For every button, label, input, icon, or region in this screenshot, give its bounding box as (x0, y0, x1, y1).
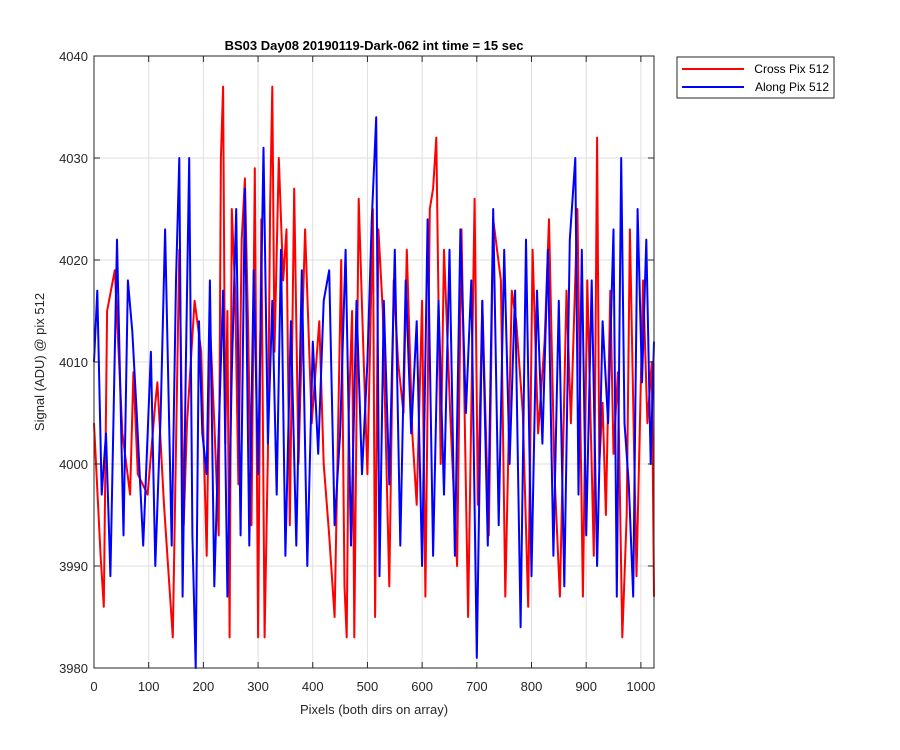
y-tick-label: 4030 (59, 151, 88, 166)
x-tick-label: 400 (302, 679, 324, 694)
x-tick-label: 1000 (626, 679, 655, 694)
y-tick-label: 4000 (59, 457, 88, 472)
y-tick-label: 3980 (59, 661, 88, 676)
x-tick-label: 0 (90, 679, 97, 694)
x-tick-label: 800 (521, 679, 543, 694)
series-line-along-pix-512 (93, 116, 655, 669)
y-tick-label: 4020 (59, 253, 88, 268)
legend-box (676, 56, 835, 99)
x-tick-label: 200 (193, 679, 215, 694)
x-tick-label: 600 (411, 679, 433, 694)
x-tick-label: 300 (247, 679, 269, 694)
x-tick-label: 900 (575, 679, 597, 694)
x-tick-label: 700 (466, 679, 488, 694)
y-tick-label: 4010 (59, 355, 88, 370)
series (93, 85, 655, 669)
y-tick-label: 3990 (59, 559, 88, 574)
x-axis-label: Pixels (both dirs on array) (300, 702, 448, 717)
legend: Cross Pix 512 Along Pix 512 (676, 56, 835, 99)
y-axis-ticks: 3980 3990 4000 4010 4020 4030 4040 (59, 49, 654, 676)
y-tick-label: 4040 (59, 49, 88, 64)
x-axis-ticks: 0 100 200 300 400 500 600 700 800 900 1000 (90, 56, 655, 694)
legend-label-along: Along Pix 512 (755, 80, 829, 94)
x-tick-label: 100 (138, 679, 160, 694)
x-tick-label: 500 (357, 679, 379, 694)
y-axis-label: Signal (ADU) @ pix 512 (32, 293, 47, 431)
legend-label-cross: Cross Pix 512 (754, 62, 829, 76)
chart-title: BS03 Day08 20190119-Dark-062 int time = … (225, 38, 524, 53)
